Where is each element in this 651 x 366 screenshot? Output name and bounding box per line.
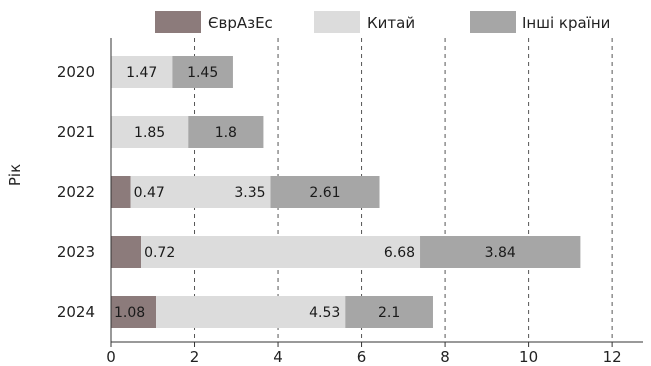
category-label: 2021 xyxy=(57,123,95,141)
bar-segment xyxy=(172,56,233,88)
legend-label: Інші країни xyxy=(522,14,610,32)
legend-swatch xyxy=(470,11,516,33)
legend-swatch xyxy=(155,11,201,33)
category-label: 2023 xyxy=(57,243,95,261)
x-tick-label: 0 xyxy=(106,348,116,366)
bar-segment xyxy=(188,116,264,148)
data-label: 0.47 xyxy=(134,185,165,201)
x-tick-label: 2 xyxy=(190,348,200,366)
bar-segment xyxy=(420,236,581,268)
y-axis-title: Рік xyxy=(6,164,24,186)
data-label: 1.47 xyxy=(126,65,157,81)
data-label: 1.85 xyxy=(134,125,165,141)
bars: 1.47 1.45 1.85 1.8 0.47 3.35 2.61 0.72 6.68 3.84 1… xyxy=(111,56,581,328)
bar-segment xyxy=(111,56,173,88)
data-label: 3.35 xyxy=(234,185,265,201)
bar-segment xyxy=(270,176,380,208)
data-label: 3.84 xyxy=(485,245,516,261)
bar-segment xyxy=(345,296,433,328)
y-axis: 2020 2021 2022 2023 2024 xyxy=(57,63,95,321)
x-tick-label: 8 xyxy=(440,348,450,366)
data-label: 6.68 xyxy=(384,245,415,261)
x-tick-label: 10 xyxy=(519,348,538,366)
x-axis: 0 2 4 6 8 10 12 xyxy=(106,38,643,366)
data-label: 4.53 xyxy=(309,305,340,321)
legend-swatch xyxy=(314,11,360,33)
data-label: 0.72 xyxy=(144,245,175,261)
x-tick-label: 12 xyxy=(603,348,622,366)
legend: ЄврАзЕс Китай Інші країни xyxy=(155,11,610,33)
legend-label: ЄврАзЕс xyxy=(208,14,273,32)
bar-segment xyxy=(111,236,142,268)
category-label: 2024 xyxy=(57,303,95,321)
data-label: 1.45 xyxy=(187,65,218,81)
x-tick-label: 6 xyxy=(357,348,367,366)
data-label: 1.08 xyxy=(114,305,145,321)
bar-segment xyxy=(111,176,131,208)
x-tick-label: 4 xyxy=(273,348,283,366)
data-label: 2.61 xyxy=(309,185,340,201)
data-label: 2.1 xyxy=(378,305,400,321)
bar-segment xyxy=(156,296,346,328)
category-label: 2020 xyxy=(57,63,95,81)
legend-label: Китай xyxy=(367,14,415,32)
bar-segment xyxy=(130,176,271,208)
bar-segment xyxy=(111,296,157,328)
data-label: 1.8 xyxy=(215,125,237,141)
bar-segment xyxy=(141,236,421,268)
category-label: 2022 xyxy=(57,183,95,201)
bar-segment xyxy=(111,116,189,148)
